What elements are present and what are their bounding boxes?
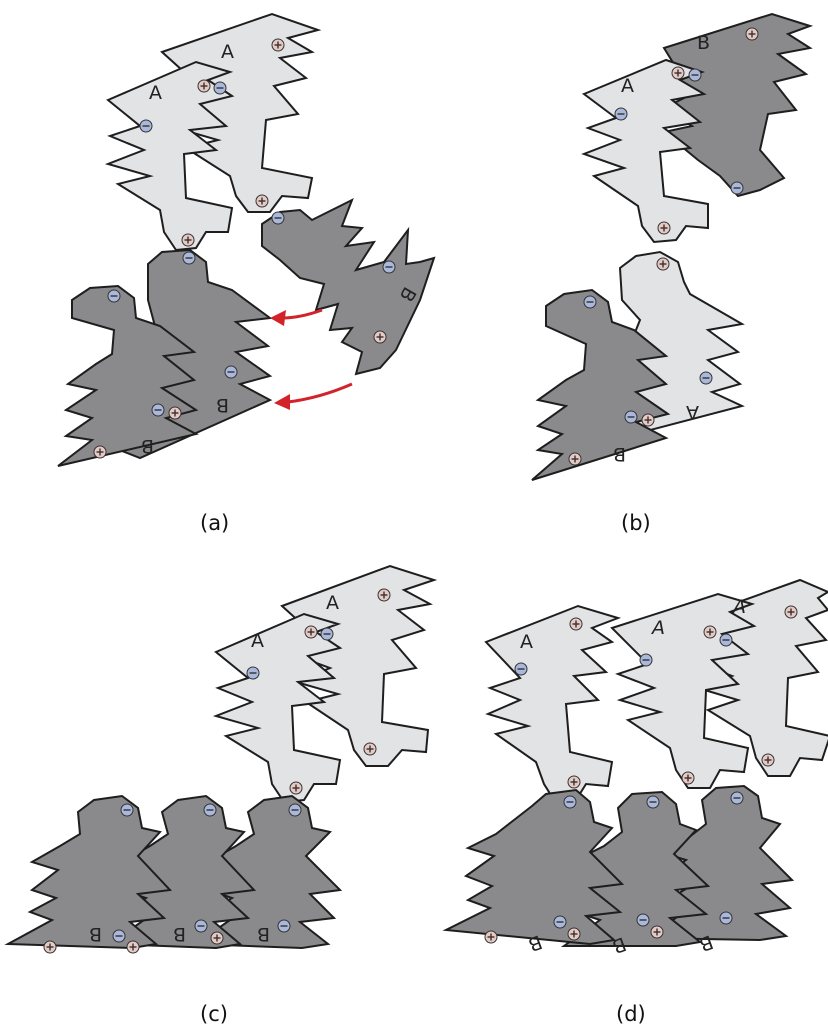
- panel-b: B A A B: [531, 12, 814, 481]
- arrow-lower-head: [274, 394, 290, 410]
- arrow-lower: [287, 382, 353, 404]
- piece-label: A: [731, 596, 746, 618]
- piece-label: A: [621, 75, 634, 97]
- piece-b-lower-left: [57, 284, 199, 467]
- arrow-upper-head: [270, 310, 286, 326]
- arrow-upper: [281, 308, 323, 320]
- piece-label: A: [326, 592, 339, 614]
- piece-label: A: [221, 41, 234, 63]
- panel-caption-b: (b): [621, 511, 651, 535]
- piece-label: B: [173, 923, 186, 945]
- panel-c: A A B B B: [4, 564, 438, 954]
- piece-label: B: [89, 923, 102, 945]
- piece-label: A: [686, 401, 699, 423]
- piece-label: B: [141, 435, 154, 457]
- panel-caption-d: (d): [616, 1002, 646, 1026]
- panel-caption-c: (c): [200, 1002, 228, 1026]
- piece-b-row: [442, 784, 795, 947]
- piece-label: B: [216, 394, 229, 416]
- piece-label: B: [613, 443, 626, 465]
- piece-a-upper-left: [104, 60, 235, 252]
- piece-a-upper-left: [212, 612, 343, 804]
- piece-label: B: [697, 32, 710, 54]
- panel-caption-a: (a): [200, 511, 229, 535]
- panel-d: A A A B B B: [442, 578, 828, 957]
- panel-a: A A B B B: [57, 12, 436, 467]
- piece-a-row: [484, 578, 828, 801]
- piece-label: A: [520, 631, 533, 653]
- piece-label: A: [149, 82, 162, 104]
- piece-b-row: [4, 794, 343, 950]
- piece-a-upper: [581, 58, 709, 244]
- piece-label: B: [257, 923, 270, 945]
- piece-b-rotating: [261, 197, 436, 376]
- piece-label: A: [650, 617, 665, 639]
- piece-label: A: [251, 630, 264, 652]
- piece-b-lower: [531, 288, 671, 481]
